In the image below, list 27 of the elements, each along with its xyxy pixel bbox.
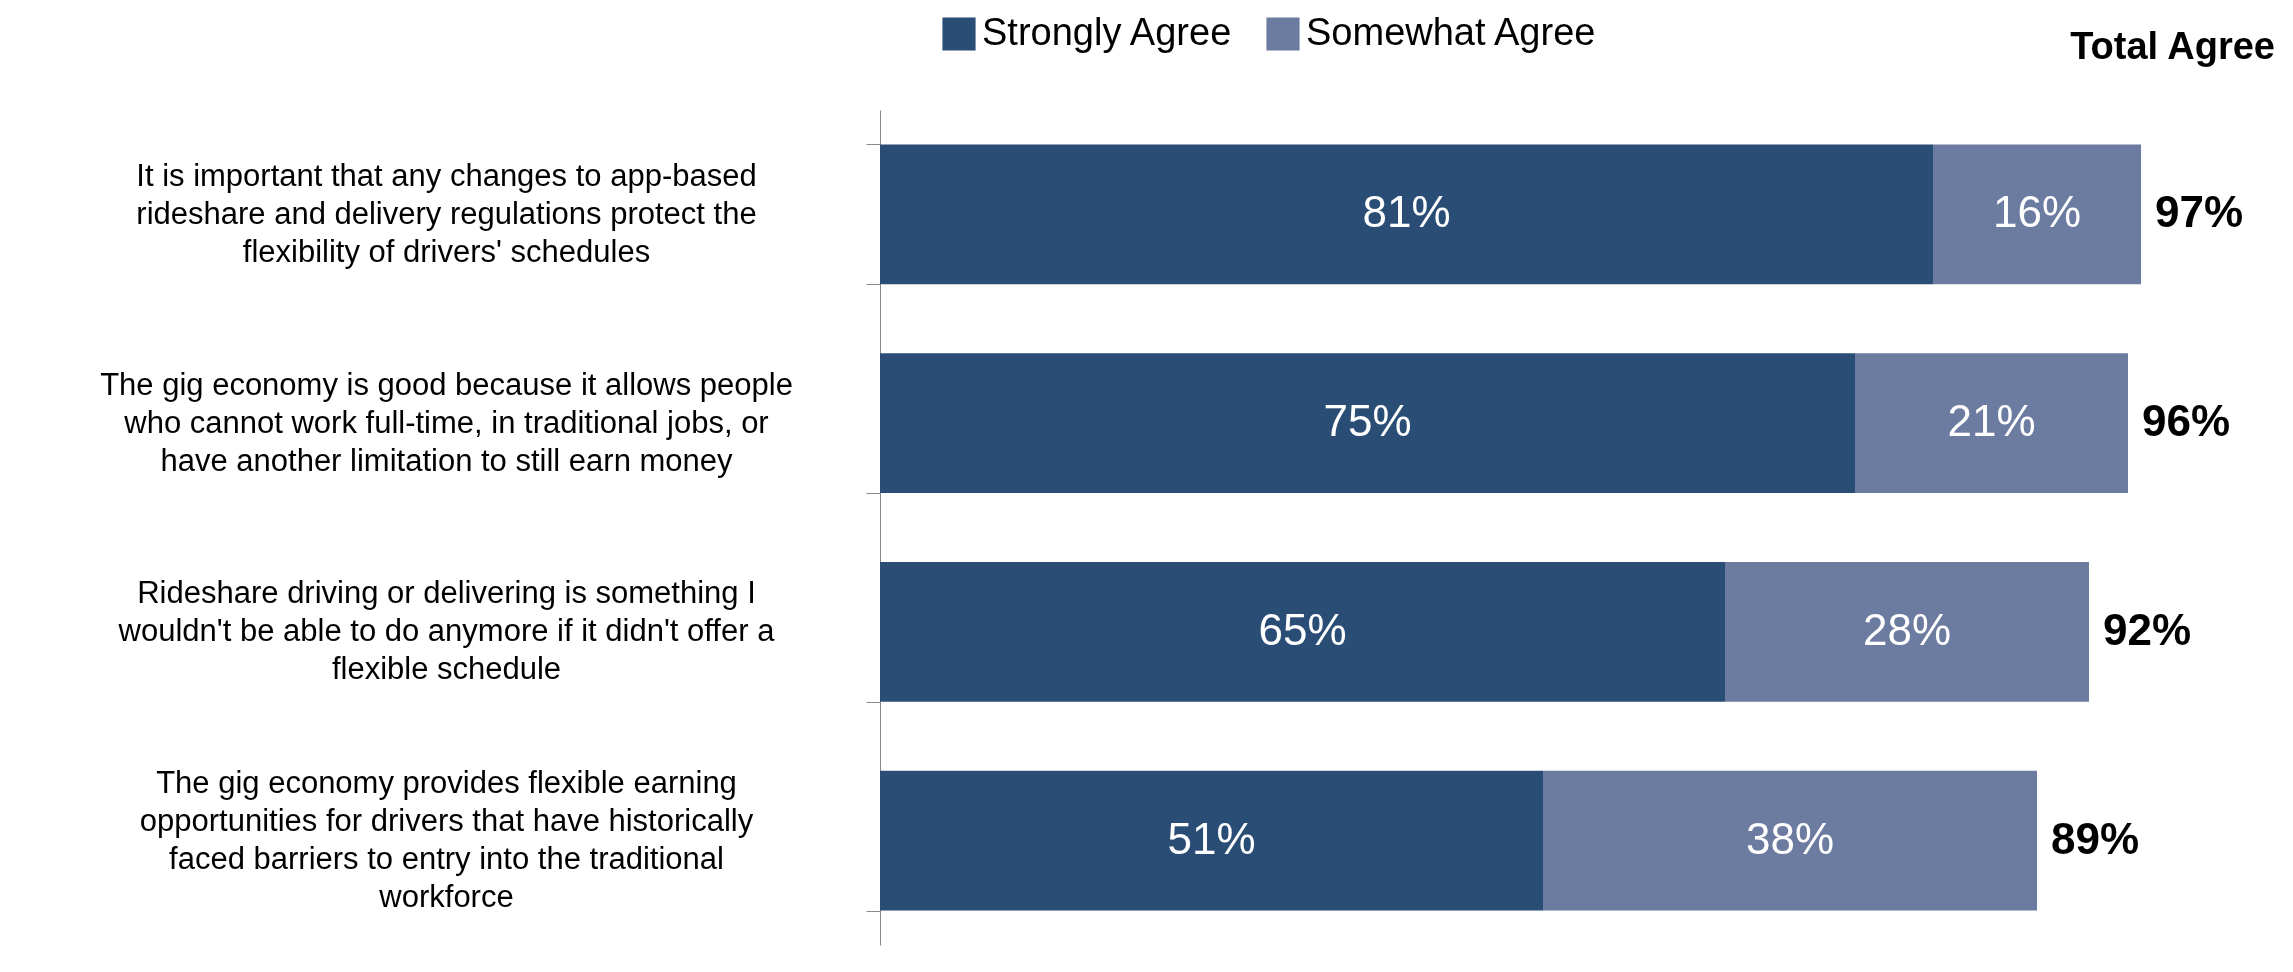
bar [880,770,1543,911]
data-label: 16% [1992,187,2082,237]
legend-label: Strongly Agree [982,11,1232,53]
bar [880,144,1933,285]
y-tick-label: It is important that any changes to app-based rideshare and delivery regulations protect the flexibility of drivers' schedules [136,157,757,269]
data-label: 75% [1323,396,1412,446]
y-tick-label: The gig economy is good because it allows people who cannot work full-time, in traditional jobs, or have another limitation to still earn money [100,366,793,478]
data-label: 38% [1745,813,1835,863]
total-label: 97% [2155,187,2244,237]
y-tick-label: The gig economy provides flexible earning opportunities for drivers that have historically faced barriers to entry into the traditional workforce [139,765,754,915]
data-label: 81% [1362,187,1451,237]
data-label: 51% [1167,813,1256,863]
data-label: 65% [1258,604,1347,654]
bar [880,561,1725,702]
y-tick-label: Rideshare driving or delivering is something I wouldn't be able to do anymore if it didn't offer a flexible schedule [117,575,776,687]
total-label: 92% [2103,604,2192,654]
legend-label: Somewhat Agree [1306,11,1596,53]
bar [1933,144,2141,285]
bar [1725,561,2089,702]
text: Total Agree [2070,25,2275,67]
total-label: 96% [2142,396,2231,446]
bar [1543,770,2037,911]
bar [1855,353,2128,494]
data-label: 21% [1947,396,2036,446]
data-label: 28% [1862,604,1952,654]
total-label: 89% [2051,813,2140,863]
bar [880,353,1855,494]
